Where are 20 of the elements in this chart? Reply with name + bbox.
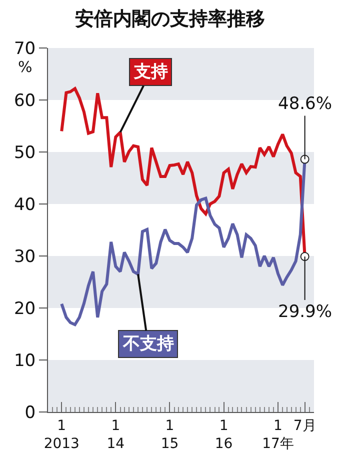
y-tick-label: 40 [14,194,36,215]
x-tick-label: 1 17年 [262,418,294,452]
x-tick-label: 1 14 [106,418,125,452]
annotation: 48.6% [278,94,332,114]
x-tick-label: 7月 [293,418,316,434]
y-tick-label: 20 [14,298,36,319]
y-tick-label: 50 [14,142,36,163]
x-tick-label: 1 16 [214,418,233,452]
y-tick-label: 10 [14,350,36,371]
y-tick-label: 0 [24,402,36,423]
series-label: 不支持 [122,334,174,354]
x-tick-label: 1 2013 [44,418,80,452]
chart-title: 安倍内閣の支持率推移 [75,8,265,30]
x-tick-label: 1 15 [160,418,179,452]
y-tick-label: 70 [14,38,36,59]
y-tick-label: 60 [14,90,36,111]
annotation: 29.9% [278,302,332,322]
y-tick-label: 30 [14,246,36,267]
text: 支持 [133,62,168,82]
y-axis-title: % [18,58,32,76]
